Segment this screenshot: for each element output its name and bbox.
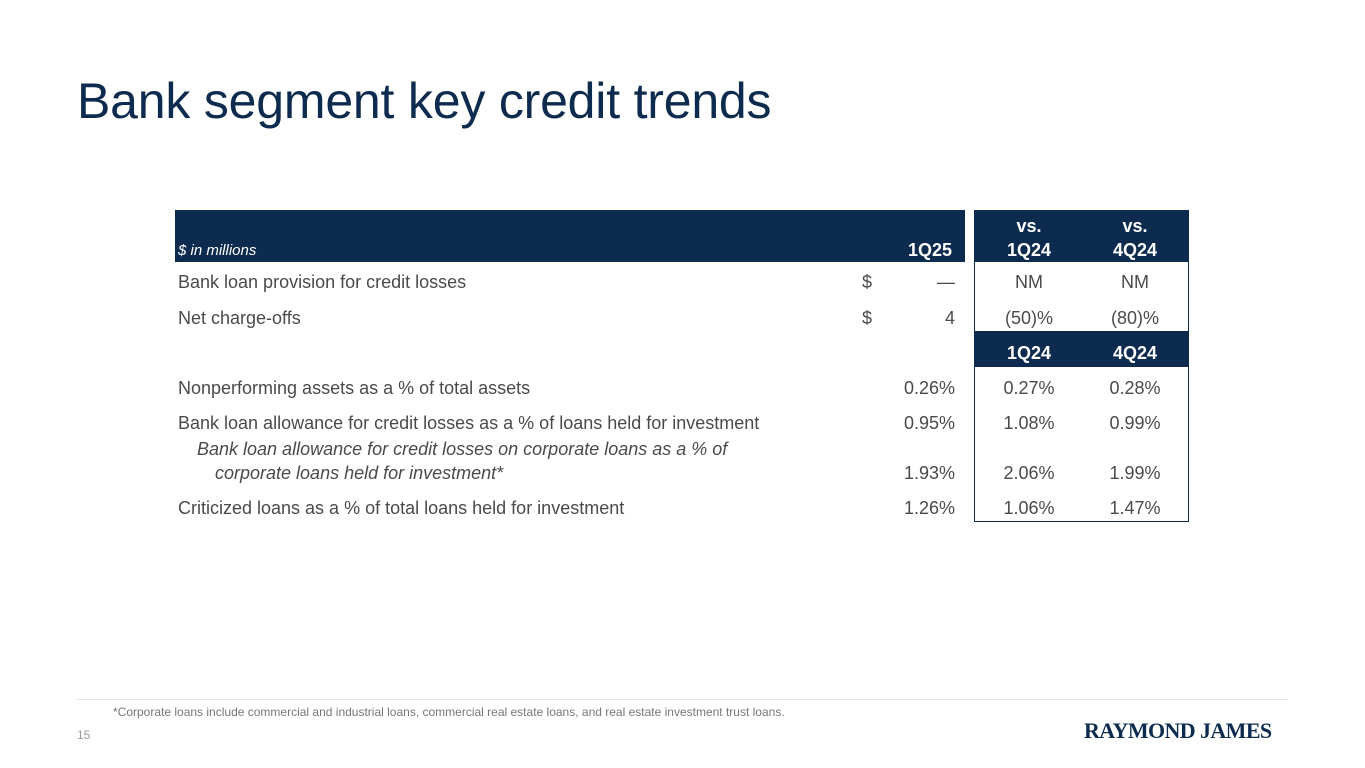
table-cell-value: — bbox=[937, 272, 955, 292]
footnote: *Corporate loans include commercial and … bbox=[113, 705, 785, 719]
comparison-header-bar bbox=[975, 210, 1188, 262]
page-title: Bank segment key credit trends bbox=[77, 73, 772, 129]
table-row-label-line1: Bank loan allowance for credit losses on… bbox=[197, 439, 728, 459]
table-cell-value: 1.93% bbox=[903, 463, 955, 483]
col-header-vs1-top: vs. bbox=[1016, 216, 1042, 236]
table-cell-c2: NM bbox=[1121, 272, 1149, 292]
table-row-label: Criticized loans as a % of total loans h… bbox=[178, 498, 625, 518]
footer-divider bbox=[77, 699, 1288, 700]
table-cell-c2: (80)% bbox=[1110, 308, 1159, 328]
table-cell-c2: 0.99% bbox=[1109, 413, 1161, 433]
currency-symbol: $ bbox=[862, 308, 873, 328]
table-cell-c1: 0.27% bbox=[1003, 378, 1055, 398]
table-row-label-line2: corporate loans held for investment* bbox=[215, 463, 504, 483]
subheader-1q24: 1Q24 bbox=[1006, 343, 1052, 363]
table-cell-c1: 1.06% bbox=[1003, 498, 1055, 518]
table-cell-value: 0.95% bbox=[903, 413, 955, 433]
subheader-4q24: 4Q24 bbox=[1112, 343, 1158, 363]
currency-symbol: $ bbox=[862, 272, 873, 292]
table-cell-c2: 1.47% bbox=[1109, 498, 1161, 518]
page-number: 15 bbox=[77, 728, 91, 742]
col-header-vs2-top: vs. bbox=[1122, 216, 1148, 236]
table-header-bar bbox=[175, 210, 965, 262]
table-cell-value: 1.26% bbox=[903, 498, 955, 518]
comparison-subheader-bar bbox=[975, 331, 1188, 367]
table-cell-c2: 1.99% bbox=[1109, 463, 1161, 483]
col-header-vs2-bottom: 4Q24 bbox=[1112, 240, 1158, 260]
table-row-label: Bank loan allowance for credit losses as… bbox=[178, 413, 760, 433]
table-row-label: Net charge-offs bbox=[178, 308, 301, 328]
table-row-label: Bank loan provision for credit losses bbox=[178, 272, 467, 292]
units-label: $ in millions bbox=[178, 242, 257, 259]
col-header-vs1-bottom: 1Q24 bbox=[1006, 240, 1052, 260]
table-cell-c1: 1.08% bbox=[1003, 413, 1055, 433]
col-header-1q25: 1Q25 bbox=[907, 240, 952, 260]
raymond-james-logo: RAYMOND JAMES bbox=[1084, 718, 1272, 743]
table-cell-value: 4 bbox=[944, 308, 955, 328]
table-cell-value: 0.26% bbox=[903, 378, 955, 398]
table-cell-c1: NM bbox=[1015, 272, 1043, 292]
comparison-column-box bbox=[974, 210, 1189, 522]
table-cell-c2: 0.28% bbox=[1109, 378, 1161, 398]
table-row-label: Nonperforming assets as a % of total ass… bbox=[178, 378, 531, 398]
table-cell-c1: (50)% bbox=[1004, 308, 1053, 328]
table-cell-c1: 2.06% bbox=[1003, 463, 1055, 483]
